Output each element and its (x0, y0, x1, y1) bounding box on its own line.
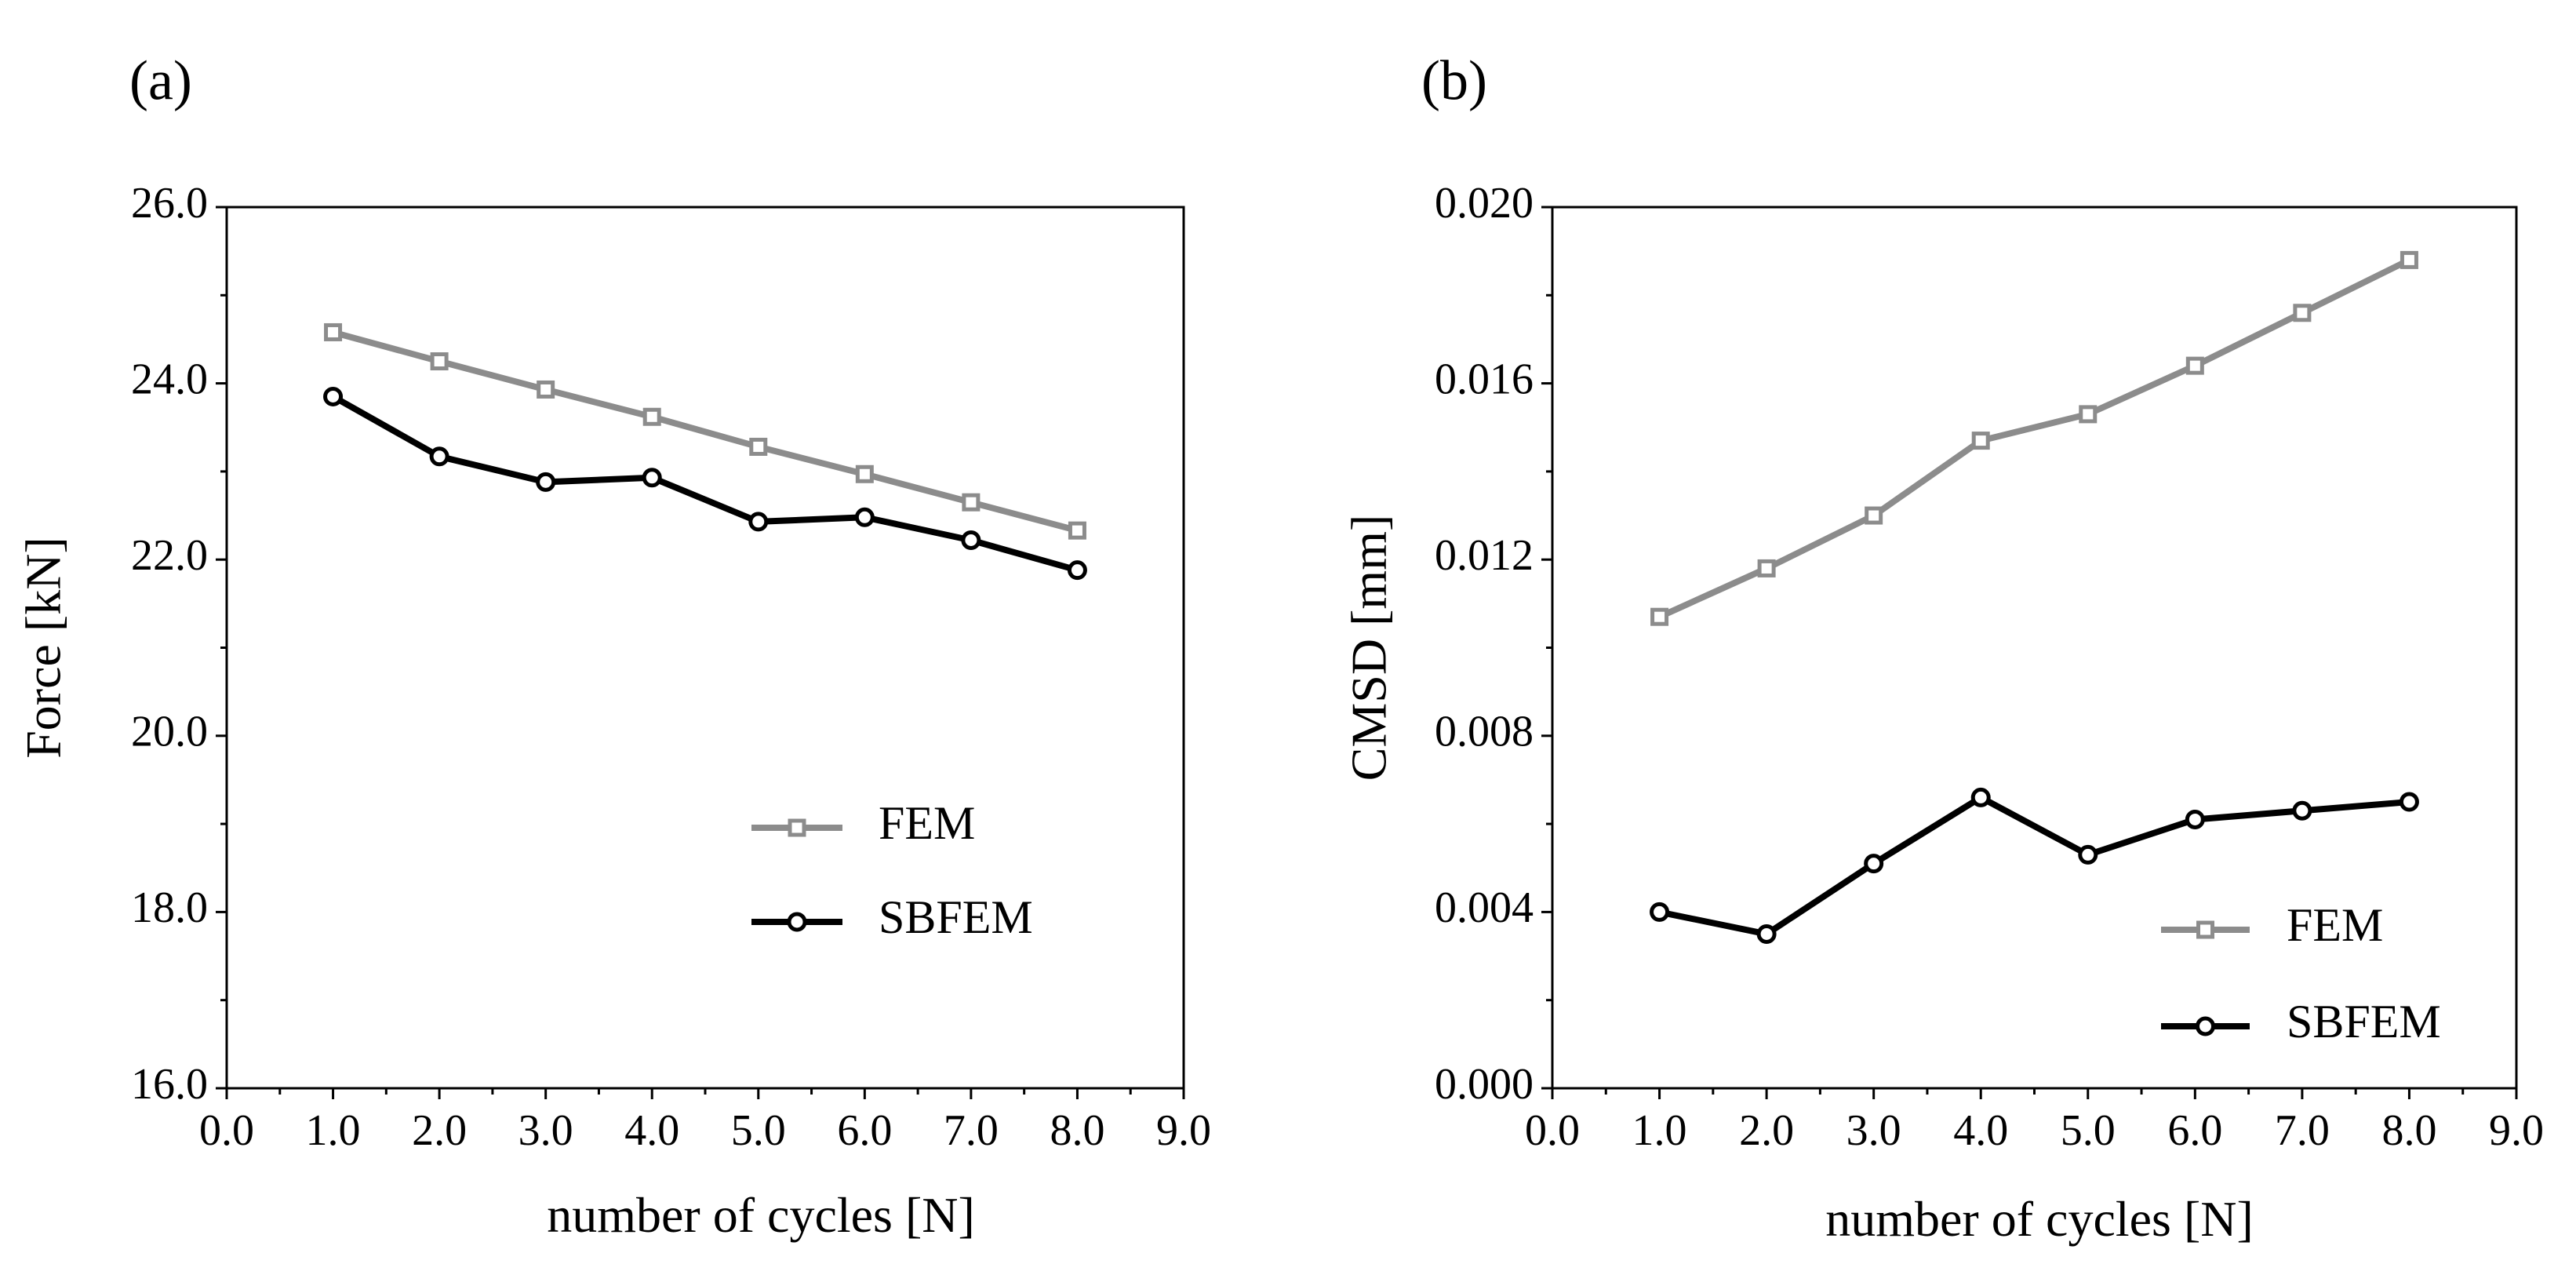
y-axis-title: CMSD [mm] (1341, 515, 1397, 781)
x-tick-label: 0.0 (199, 1106, 254, 1155)
x-tick-label: 7.0 (944, 1106, 999, 1155)
x-tick-label: 3.0 (518, 1106, 573, 1155)
data-point-fem (1971, 432, 1990, 450)
data-point-sbfem (2292, 800, 2312, 821)
y-tick-label: 22.0 (131, 531, 208, 580)
x-tick-label: 8.0 (1050, 1106, 1104, 1155)
x-tick-label: 5.0 (731, 1106, 786, 1155)
data-point-sbfem (1864, 854, 1884, 874)
data-point-sbfem (748, 512, 769, 532)
x-tick-label: 2.0 (412, 1106, 467, 1155)
data-point-fem (2185, 356, 2204, 375)
data-point-sbfem (2078, 844, 2098, 865)
data-point-sbfem (429, 446, 449, 467)
data-point-fem (962, 493, 981, 512)
panel-label: (a) (129, 49, 192, 112)
legend-label-fem: FEM (879, 797, 975, 849)
series-line-sbfem (1658, 794, 2410, 938)
y-tick-label: 26.0 (131, 179, 208, 228)
x-tick-label: 9.0 (1156, 1106, 1211, 1155)
legend-label-sbfem: SBFEM (2287, 996, 2441, 1047)
data-point-sbfem (1650, 902, 1670, 922)
legend-marker-fem (788, 818, 806, 837)
series-line-fem (332, 329, 1079, 534)
x-tick-label: 9.0 (2489, 1106, 2544, 1155)
data-point-sbfem (642, 468, 662, 488)
y-tick-label: 20.0 (131, 708, 208, 756)
x-tick-label: 4.0 (624, 1106, 679, 1155)
x-tick-label: 3.0 (1846, 1106, 1901, 1155)
y-tick-label: 0.016 (1435, 355, 1534, 403)
data-point-fem (1757, 559, 1776, 577)
x-tick-label: 6.0 (2167, 1106, 2222, 1155)
data-point-fem (2079, 405, 2098, 424)
legend-label-sbfem: SBFEM (879, 891, 1033, 943)
data-point-sbfem (2185, 809, 2205, 829)
data-point-fem (324, 322, 343, 341)
y-tick-label: 0.004 (1435, 883, 1534, 932)
x-tick-label: 2.0 (1739, 1106, 1794, 1155)
plot-frame (1551, 206, 2518, 1090)
y-tick-label: 0.000 (1435, 1060, 1534, 1109)
x-tick-label: 8.0 (2381, 1106, 2436, 1155)
y-tick-label: 16.0 (131, 1060, 208, 1109)
data-point-fem (2400, 250, 2418, 269)
data-point-fem (749, 437, 768, 456)
data-point-sbfem (1970, 787, 1991, 807)
y-tick-label: 0.012 (1435, 531, 1534, 580)
data-point-fem (1865, 506, 1883, 525)
data-point-fem (1650, 607, 1669, 626)
x-tick-label: 1.0 (306, 1106, 361, 1155)
data-point-fem (430, 352, 449, 371)
chart-cmsd: (b) 0.000 0.004 0.008 0.012 0.016 0.020 0.0 1.0 2… (1341, 49, 2544, 1247)
series-line-sbfem (331, 393, 1079, 574)
y-tick-label: 24.0 (131, 355, 208, 403)
x-tick-label: 6.0 (837, 1106, 892, 1155)
data-point-sbfem (961, 530, 981, 550)
x-tick-label: 7.0 (2275, 1106, 2330, 1155)
y-tick-label: 18.0 (131, 883, 208, 932)
legend-marker-sbfem (2196, 1016, 2215, 1036)
y-tick-label: 0.008 (1435, 708, 1534, 756)
data-point-fem (2293, 304, 2312, 322)
data-point-sbfem (1067, 560, 1087, 581)
data-point-fem (1068, 521, 1086, 540)
y-tick-label: 0.020 (1435, 179, 1534, 228)
data-point-sbfem (536, 472, 556, 492)
x-axis-title: number of cycles [N] (547, 1187, 975, 1243)
chart-force: (a) 16.0 18.0 20.0 22.0 24.0 26.0 0.0 1.0 2.0 3.0 4… (16, 49, 1211, 1243)
legend-label-fem: FEM (2287, 899, 2383, 951)
data-point-sbfem (2399, 792, 2419, 812)
x-tick-label: 1.0 (1632, 1106, 1687, 1155)
data-point-sbfem (323, 386, 344, 406)
x-tick-label: 4.0 (1953, 1106, 2008, 1155)
data-point-fem (642, 407, 661, 426)
data-point-sbfem (1756, 923, 1777, 944)
panel-label: (b) (1421, 49, 1487, 112)
x-tick-label: 0.0 (1525, 1106, 1580, 1155)
series-line-fem (1657, 257, 2411, 620)
data-point-sbfem (854, 507, 875, 527)
x-axis-title: number of cycles [N] (1825, 1191, 2254, 1247)
data-point-fem (537, 380, 555, 399)
y-axis-title: Force [kN] (16, 537, 71, 759)
data-point-fem (855, 464, 874, 483)
legend-marker-sbfem (787, 912, 807, 932)
x-tick-label: 5.0 (2061, 1106, 2116, 1155)
legend-marker-fem (2196, 920, 2214, 939)
